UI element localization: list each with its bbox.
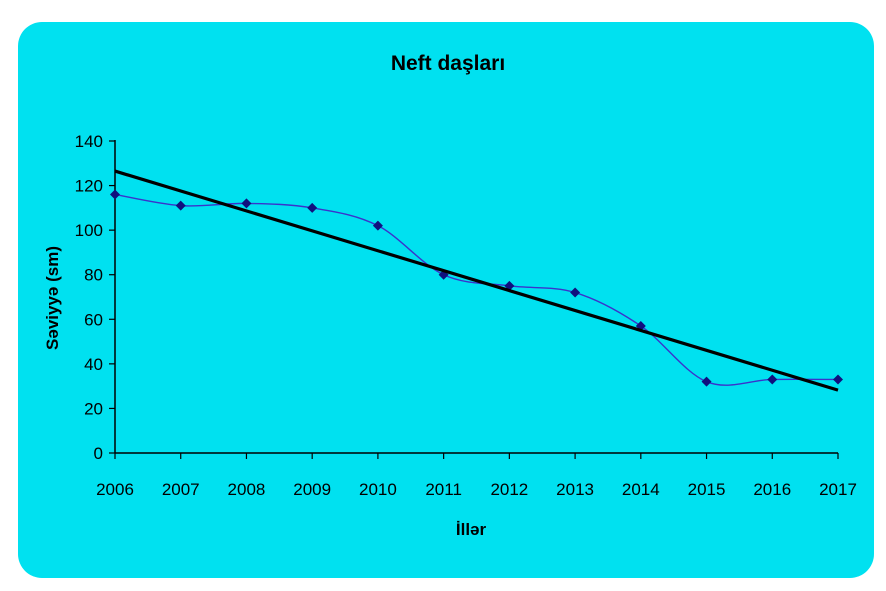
data-point <box>175 200 186 211</box>
x-axis-label: İllər <box>456 520 487 539</box>
y-axis-label: Səviyyə (sm) <box>43 246 62 350</box>
y-tick-label: 80 <box>84 266 103 285</box>
y-tick-label: 60 <box>84 310 103 329</box>
data-point <box>110 189 120 200</box>
data-point <box>372 220 383 231</box>
x-tick-label: 2013 <box>556 480 594 499</box>
x-tick-label: 2016 <box>753 480 791 499</box>
y-tick-label: 100 <box>75 221 103 240</box>
y-tick-label: 140 <box>75 132 103 151</box>
x-tick-label: 2006 <box>96 480 134 499</box>
plot-area: 0 20 40 60 80 100 120 140 2006 2007 2008 2009 2010 20… <box>75 132 857 499</box>
x-tick-label: 2008 <box>228 480 266 499</box>
x-tick-label: 2010 <box>359 480 397 499</box>
data-point <box>570 287 581 298</box>
y-tick-label: 20 <box>84 399 103 418</box>
x-tick-label: 2009 <box>293 480 331 499</box>
x-tick-label: 2012 <box>490 480 528 499</box>
data-point <box>307 202 318 213</box>
data-point <box>241 198 252 209</box>
x-tick-label: 2014 <box>622 480 660 499</box>
chart-title: Neft daşları <box>391 52 505 75</box>
trend-line <box>114 169 839 392</box>
y-tick-label: 40 <box>84 355 103 374</box>
x-tick-label: 2017 <box>819 480 857 499</box>
data-point <box>701 376 712 387</box>
data-point <box>833 374 843 385</box>
x-tick-label: 2007 <box>162 480 200 499</box>
chart-background <box>18 22 874 578</box>
x-tick-label: 2015 <box>688 480 726 499</box>
y-tick-label: 0 <box>94 444 103 463</box>
x-tick-label: 2011 <box>425 480 462 499</box>
data-point <box>767 374 778 385</box>
y-tick-label: 120 <box>75 177 103 196</box>
